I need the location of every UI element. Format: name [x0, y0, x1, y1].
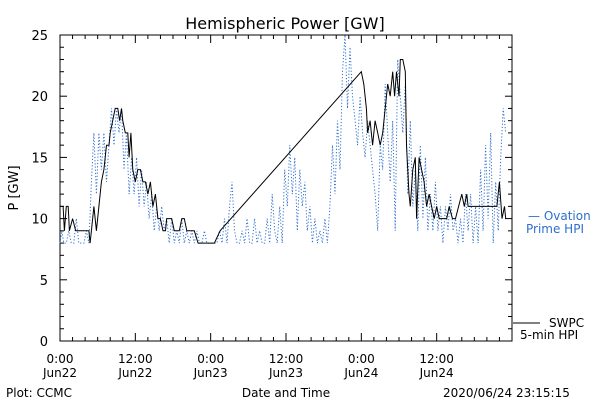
y-tick-label: 0 [40, 335, 48, 350]
x-tick-label-time: 0:00 [47, 352, 74, 366]
plot-area: 05101520250:00Jun2212:00Jun220:00Jun2312… [31, 29, 513, 380]
x-axis-label: Date and Time [242, 386, 330, 400]
x-tick-label-date: Jun22 [42, 366, 77, 380]
x-tick-label-time: 12:00 [269, 352, 304, 366]
y-axis-label: P [GW] [7, 165, 22, 210]
x-tick-label-date: Jun22 [117, 366, 152, 380]
x-tick-label-date: Jun23 [193, 366, 228, 380]
legend: — Ovation Prime HPI SWPC 5-min HPI [513, 209, 591, 342]
legend-swpc-line1: SWPC [549, 316, 584, 330]
y-tick-label: 25 [31, 29, 48, 44]
x-tick-label-time: 12:00 [118, 352, 153, 366]
x-tick-label-time: 0:00 [348, 352, 375, 366]
x-tick-label-time: 0:00 [197, 352, 224, 366]
x-tick-label-date: Jun24 [343, 366, 378, 380]
y-tick-label: 10 [31, 213, 48, 228]
legend-ovation-line1: — Ovation [528, 209, 591, 223]
legend-swpc-line2: 5-min HPI [520, 328, 578, 342]
y-tick-label: 20 [31, 90, 48, 105]
chart-title: Hemispheric Power [GW] [185, 14, 384, 33]
footer-timestamp: 2020/06/24 23:15:15 [443, 386, 570, 400]
legend-ovation-line2: Prime HPI [526, 222, 584, 236]
x-tick-label-date: Jun24 [419, 366, 454, 380]
y-tick-label: 15 [31, 151, 48, 166]
series-ovation-line [59, 34, 507, 244]
y-tick-label: 5 [40, 274, 48, 289]
series-swpc-line [60, 59, 507, 244]
x-tick-label-date: Jun23 [268, 366, 303, 380]
footer-plot-credit: Plot: CCMC [6, 386, 72, 400]
x-tick-label-time: 12:00 [419, 352, 454, 366]
